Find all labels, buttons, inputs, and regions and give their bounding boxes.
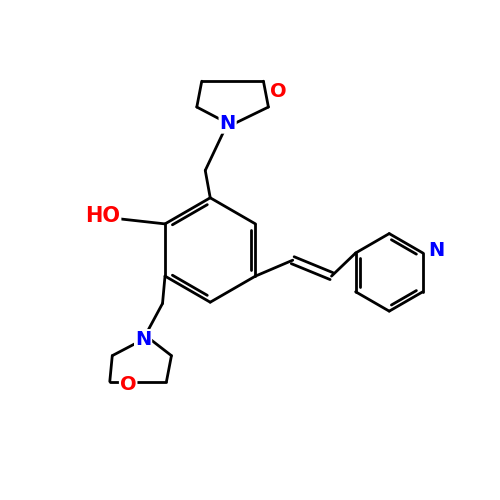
- Text: N: N: [428, 241, 445, 260]
- Text: O: O: [120, 374, 136, 394]
- Text: O: O: [270, 82, 286, 101]
- Text: N: N: [220, 114, 236, 132]
- Text: HO: HO: [86, 206, 120, 227]
- Text: N: N: [135, 330, 151, 349]
